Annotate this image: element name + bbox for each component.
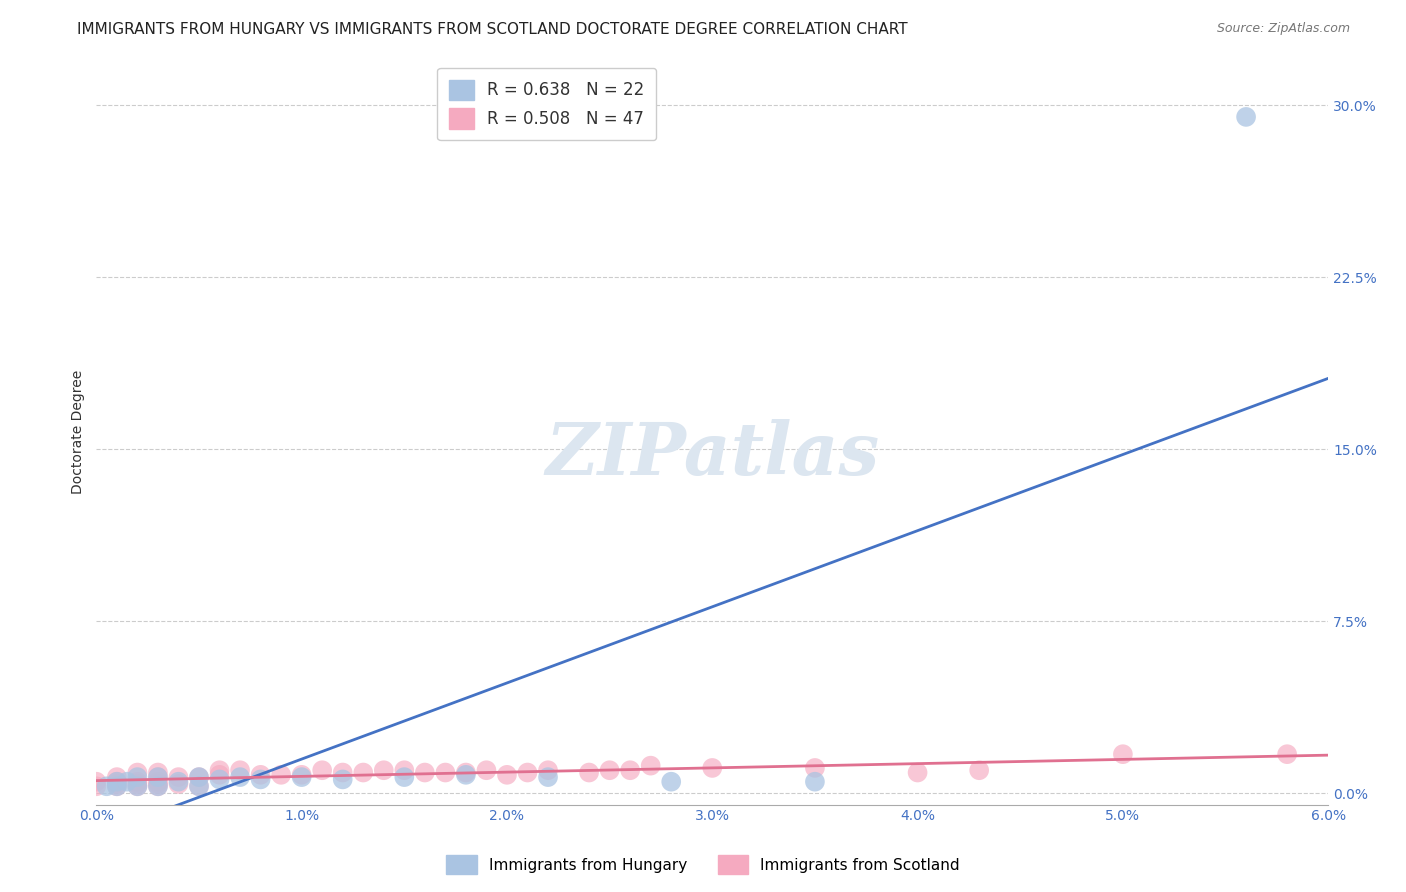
Point [105,779,128,793]
Point [127,777,149,791]
Point [659,774,682,789]
Point [105,777,128,791]
Point [249,772,271,787]
Point [167,777,190,791]
Point [1234,110,1257,124]
Point [702,761,724,775]
Point [229,763,252,777]
Point [127,779,149,793]
Point [967,763,990,777]
Point [146,770,169,784]
Legend: R = 0.638   N = 22, R = 0.508   N = 47: R = 0.638 N = 22, R = 0.508 N = 47 [437,68,657,140]
Point [394,770,416,784]
Point [496,768,519,782]
Point [249,768,271,782]
Point [167,770,190,784]
Point [332,765,354,780]
Legend: Immigrants from Hungary, Immigrants from Scotland: Immigrants from Hungary, Immigrants from… [440,849,966,880]
Y-axis label: Doctorate Degree: Doctorate Degree [72,370,86,494]
Point [291,770,314,784]
Point [1112,747,1135,762]
Point [599,763,621,777]
Point [208,772,231,787]
Point [115,774,138,789]
Point [332,772,354,787]
Point [291,768,314,782]
Point [394,763,416,777]
Point [373,763,395,777]
Point [454,765,477,780]
Point [127,770,149,784]
Point [454,768,477,782]
Point [146,779,169,793]
Point [516,765,538,780]
Point [146,774,169,789]
Point [578,765,600,780]
Point [208,768,231,782]
Point [804,761,827,775]
Point [208,763,231,777]
Point [188,779,211,793]
Point [86,774,108,789]
Point [146,770,169,784]
Point [127,765,149,780]
Point [229,770,252,784]
Point [188,779,211,793]
Point [105,774,128,789]
Point [270,768,292,782]
Point [1275,747,1298,762]
Point [804,774,827,789]
Point [86,779,108,793]
Point [188,770,211,784]
Point [907,765,929,780]
Point [96,779,118,793]
Point [127,774,149,789]
Point [537,770,560,784]
Point [537,763,560,777]
Point [188,770,211,784]
Point [619,763,641,777]
Point [311,763,333,777]
Point [105,779,128,793]
Point [146,765,169,780]
Point [146,779,169,793]
Text: Source: ZipAtlas.com: Source: ZipAtlas.com [1216,22,1350,36]
Text: ZIPatlas: ZIPatlas [546,419,879,490]
Point [167,774,190,789]
Point [475,763,498,777]
Point [352,765,374,780]
Point [146,777,169,791]
Point [640,758,662,772]
Point [105,770,128,784]
Point [127,779,149,793]
Point [105,774,128,789]
Point [434,765,457,780]
Point [413,765,436,780]
Text: IMMIGRANTS FROM HUNGARY VS IMMIGRANTS FROM SCOTLAND DOCTORATE DEGREE CORRELATION: IMMIGRANTS FROM HUNGARY VS IMMIGRANTS FR… [77,22,908,37]
